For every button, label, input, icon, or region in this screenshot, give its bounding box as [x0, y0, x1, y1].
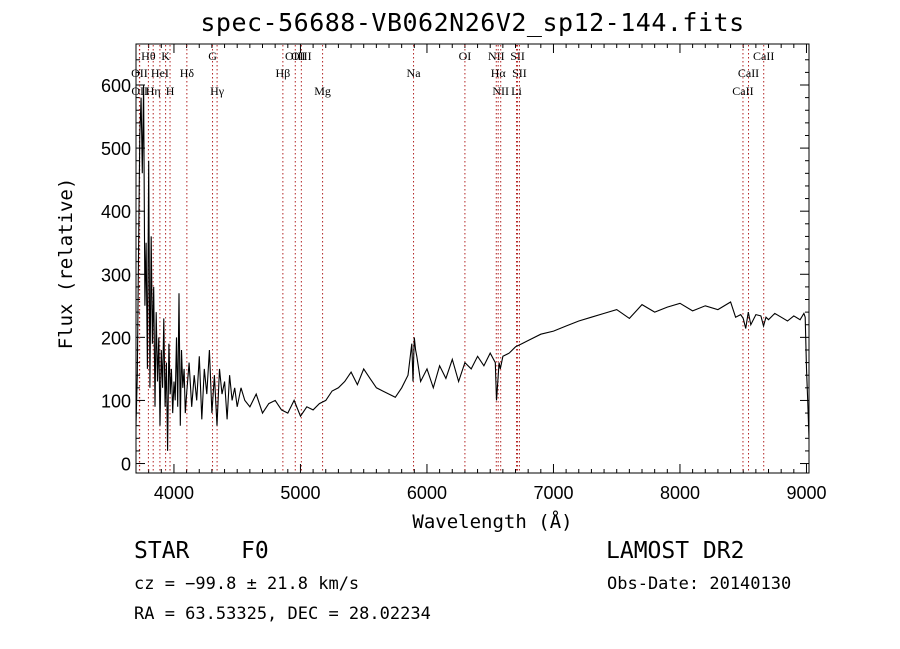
line-marker-label: NII [488, 49, 505, 63]
object-type: STAR [134, 538, 190, 564]
series-layer [136, 84, 809, 451]
y-tick-label: 400 [101, 202, 131, 222]
line-marker-label: Mg [314, 84, 331, 98]
object-subclass: F0 [241, 538, 269, 564]
axis-ticks [135, 44, 809, 473]
line-marker-label: OI [459, 49, 472, 63]
y-tick-label: 300 [101, 265, 131, 285]
line-marker-label: OIII [291, 49, 312, 63]
observation-date: Obs-Date: 20140130 [607, 574, 792, 594]
chart-title: spec-56688-VB062N26V2_sp12-144.fits [200, 8, 745, 37]
line-marker-label: Hδ [180, 66, 195, 80]
line-marker-label: G [208, 49, 217, 63]
line-marker-label: NII [492, 84, 509, 98]
line-marker-label: HeI [151, 66, 169, 80]
line-marker-label: SII [512, 66, 527, 80]
spectrum-line [136, 84, 809, 451]
x-tick-label: 5000 [280, 483, 320, 503]
line-marker-label: Hβ [275, 66, 290, 80]
y-tick-label: 0 [121, 455, 131, 475]
ra-dec-coordinates: RA = 63.53325, DEC = 28.02234 [134, 604, 431, 624]
line-marker-label: CaII [753, 49, 774, 63]
x-axis-label: Wavelength (Å) [412, 510, 572, 533]
x-tick-label: 4000 [154, 483, 194, 503]
y-tick-label: 200 [101, 328, 131, 348]
survey-label: LAMOST DR2 [606, 538, 745, 564]
line-marker-label: H [166, 84, 175, 98]
line-marker-label: Hθ [141, 49, 156, 63]
redshift-cz: cz = −99.8 ± 21.8 km/s [134, 574, 360, 594]
x-tick-label: 9000 [786, 483, 826, 503]
x-tick-label: 7000 [533, 483, 573, 503]
y-tick-label: 600 [101, 76, 131, 96]
line-marker-label: CaII [738, 66, 759, 80]
line-marker-label: CaII [732, 84, 753, 98]
y-tick-label: 100 [101, 391, 131, 411]
line-marker-label: Hα [491, 66, 507, 80]
line-marker-label: Hη [146, 84, 161, 98]
line-marker-label: K [161, 49, 170, 63]
line-marker-label: Na [407, 66, 422, 80]
x-tick-label: 8000 [660, 483, 700, 503]
line-marker-label: Hγ [210, 84, 225, 98]
y-tick-label: 500 [101, 139, 131, 159]
plot-border [135, 43, 810, 474]
x-tick-label: 6000 [407, 483, 447, 503]
line-marker-label: Li [511, 84, 522, 98]
axis-labels: 4000 5000 6000 7000 8000 9000 0 100 200 300 400 500… [55, 76, 826, 533]
y-axis-label: Flux (relative) [55, 178, 77, 350]
plot-frame [135, 43, 810, 474]
line-marker-label: SII [510, 49, 525, 63]
line-marker-label: OIII [285, 49, 306, 63]
